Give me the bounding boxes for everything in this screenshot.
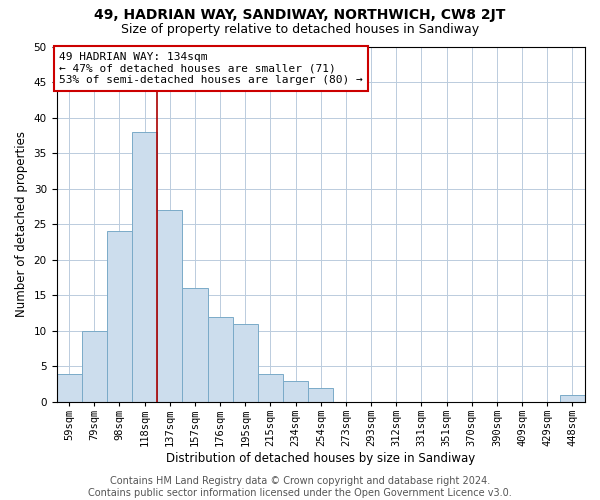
Bar — [208, 316, 233, 402]
Bar — [182, 288, 208, 402]
Bar — [560, 395, 585, 402]
Bar — [283, 380, 308, 402]
Text: Size of property relative to detached houses in Sandiway: Size of property relative to detached ho… — [121, 22, 479, 36]
Bar — [308, 388, 334, 402]
Bar — [258, 374, 283, 402]
Bar — [233, 324, 258, 402]
Text: 49 HADRIAN WAY: 134sqm
← 47% of detached houses are smaller (71)
53% of semi-det: 49 HADRIAN WAY: 134sqm ← 47% of detached… — [59, 52, 363, 85]
Bar — [132, 132, 157, 402]
X-axis label: Distribution of detached houses by size in Sandiway: Distribution of detached houses by size … — [166, 452, 475, 465]
Bar — [157, 210, 182, 402]
Text: 49, HADRIAN WAY, SANDIWAY, NORTHWICH, CW8 2JT: 49, HADRIAN WAY, SANDIWAY, NORTHWICH, CW… — [94, 8, 506, 22]
Text: Contains HM Land Registry data © Crown copyright and database right 2024.
Contai: Contains HM Land Registry data © Crown c… — [88, 476, 512, 498]
Y-axis label: Number of detached properties: Number of detached properties — [15, 131, 28, 318]
Bar — [82, 331, 107, 402]
Bar — [56, 374, 82, 402]
Bar — [107, 232, 132, 402]
